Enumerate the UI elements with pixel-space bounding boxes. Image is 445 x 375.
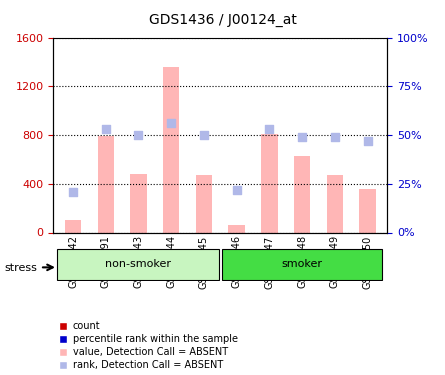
FancyBboxPatch shape — [222, 249, 382, 280]
Point — [200, 132, 207, 138]
Text: GDS1436 / J00124_at: GDS1436 / J00124_at — [149, 13, 296, 27]
Bar — [360, 189, 376, 232]
Point — [299, 134, 306, 140]
Point — [168, 120, 175, 126]
Point — [69, 189, 77, 195]
Text: smoker: smoker — [282, 260, 323, 269]
Point — [233, 187, 240, 193]
Bar — [261, 134, 278, 232]
Bar — [294, 156, 310, 232]
FancyBboxPatch shape — [57, 249, 218, 280]
Bar — [228, 225, 245, 232]
Text: stress: stress — [4, 263, 37, 273]
Text: non-smoker: non-smoker — [105, 260, 171, 269]
Bar — [327, 175, 343, 232]
Bar — [163, 67, 179, 232]
Point — [135, 132, 142, 138]
Bar — [97, 136, 114, 232]
Point — [102, 126, 109, 132]
Legend: count, percentile rank within the sample, value, Detection Call = ABSENT, rank, : count, percentile rank within the sample… — [58, 321, 238, 370]
Point — [364, 138, 371, 144]
Point — [266, 126, 273, 132]
Bar — [65, 220, 81, 232]
Bar — [196, 175, 212, 232]
Point — [331, 134, 338, 140]
Bar — [130, 174, 147, 232]
